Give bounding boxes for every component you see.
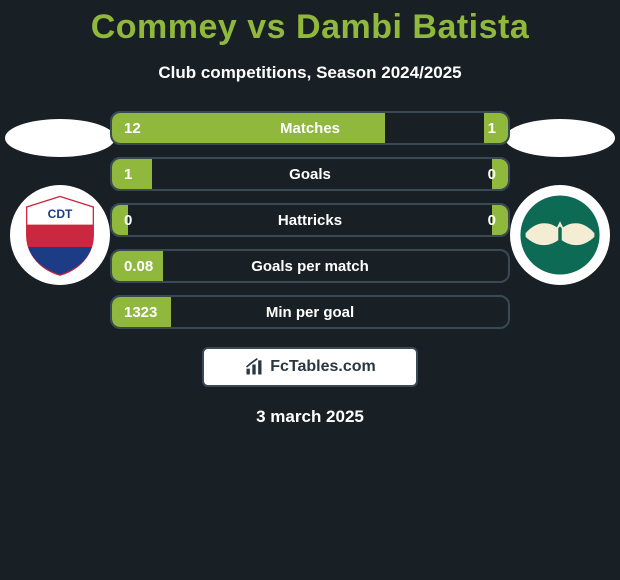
left-club-badge: CDT [10,185,110,285]
stat-label: Goals per match [112,258,508,275]
stat-label: Hattricks [112,212,508,229]
stat-label: Matches [112,120,508,137]
stat-row: 1323 Min per goal [110,295,510,329]
page-title: Commey vs Dambi Batista [0,0,620,47]
stat-value-right: 0 [488,166,496,183]
stat-row: 0 Hattricks 0 [110,203,510,237]
watermark-text: FcTables.com [270,358,376,376]
comparison-content: CDT 12 Matches 1 1 Goals 0 [0,111,620,427]
stat-label: Goals [112,166,508,183]
stat-row: 12 Matches 1 [110,111,510,145]
svg-text:CDT: CDT [48,207,73,221]
right-club-badge [510,185,610,285]
stat-label: Min per goal [112,304,508,321]
player-silhouette-icon [505,119,615,157]
bar-chart-icon [244,357,264,377]
stat-row: 1 Goals 0 [110,157,510,191]
right-player-column [500,119,620,285]
player-silhouette-icon [5,119,115,157]
left-player-column: CDT [0,119,120,285]
shield-badge-icon: CDT [17,192,103,278]
stat-row: 0.08 Goals per match [110,249,510,283]
subtitle: Club competitions, Season 2024/2025 [0,63,620,83]
wings-badge-icon [517,192,603,278]
stat-value-right: 1 [488,120,496,137]
stat-value-right: 0 [488,212,496,229]
date-label: 3 march 2025 [0,407,620,427]
watermark: FcTables.com [202,347,418,387]
stats-list: 12 Matches 1 1 Goals 0 0 Hattricks 0 0.0… [110,111,510,329]
